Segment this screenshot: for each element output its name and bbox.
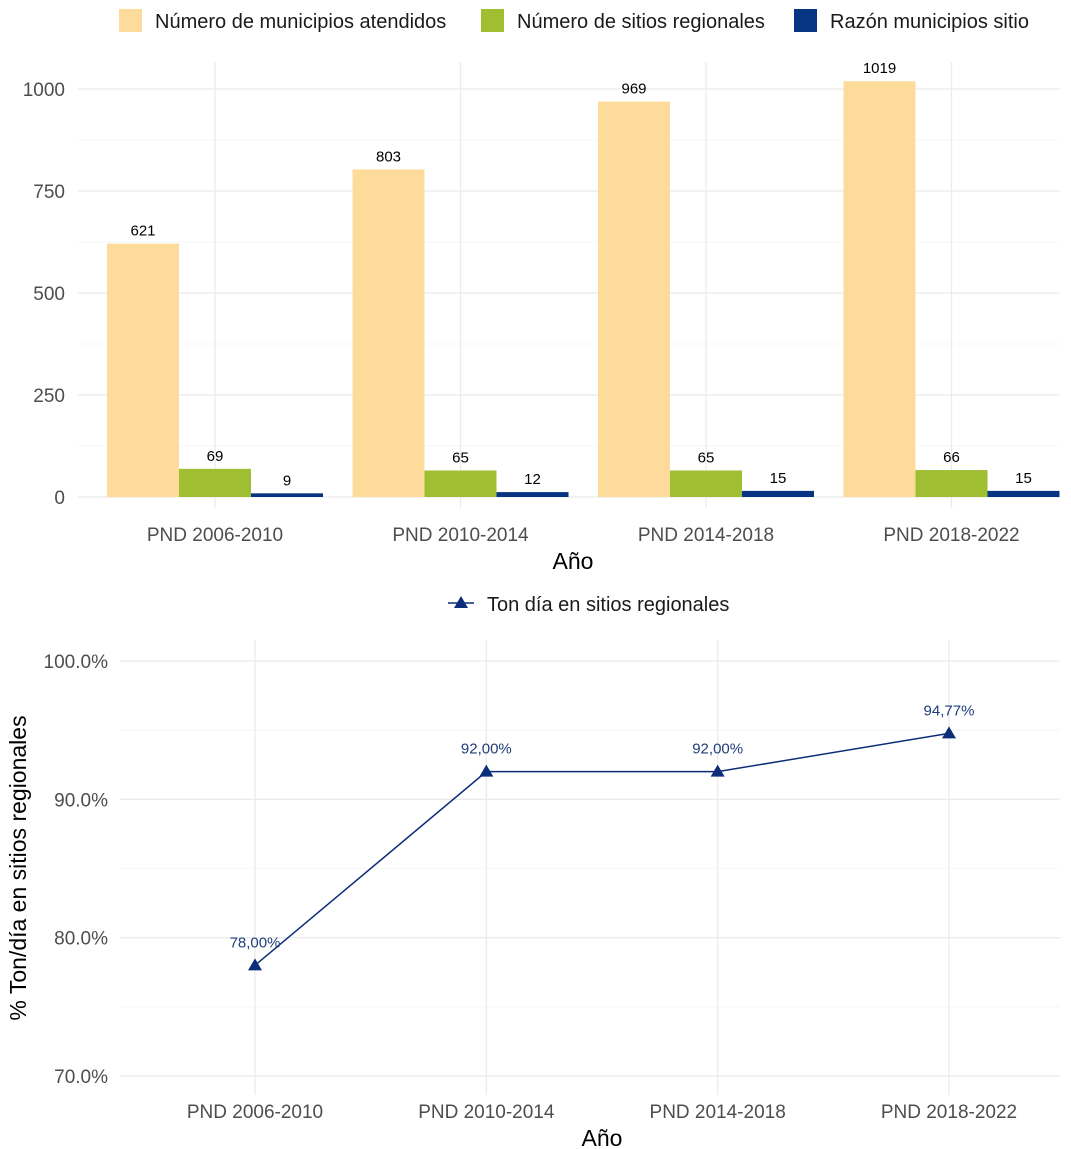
bar-chart: Número de municipios atendidos Número de …: [23, 9, 1060, 574]
bar-numero-de-sitios-regionales-pnd-2010-2014: [424, 470, 497, 497]
line-chart-y-ticks: 70.0% 80.0% 90.0% 100.0%: [44, 652, 109, 1088]
bar-chart-y-ticks: 0 250 500 750 1000: [23, 80, 65, 509]
y-tick-label: 100.0%: [44, 652, 109, 673]
bar-numero-de-sitios-regionales-pnd-2006-2010: [179, 468, 251, 497]
y-tick-label: 750: [33, 182, 65, 203]
bar-numero-de-municipios-atendidos-pnd-2010-2014: [352, 169, 425, 497]
bar-data-label: 69: [207, 448, 224, 465]
bar-chart-x-ticks: PND 2006-2010 PND 2010-2014 PND 2014-2018 P…: [147, 525, 1020, 546]
bar-data-label: 66: [943, 449, 960, 466]
line-chart: Ton día en sitios regionales 78,00% 92,00…: [5, 594, 1060, 1149]
x-tick-label: PND 2006-2010: [187, 1102, 323, 1123]
bar-chart-data-labels: 621 803 969 1019 69 65 65 66 9 12 15 15: [130, 60, 1031, 489]
bar-razon-municipios-sitio-pnd-2018-2022: [987, 490, 1060, 497]
bar-data-label: 15: [770, 470, 787, 487]
bar-data-label: 621: [130, 223, 155, 240]
y-tick-label: 70.0%: [54, 1067, 108, 1088]
bar-data-label: 1019: [863, 60, 896, 77]
bar-numero-de-municipios-atendidos-pnd-2006-2010: [107, 243, 179, 497]
bar-numero-de-sitios-regionales-pnd-2014-2018: [670, 470, 742, 497]
bar-chart-x-axis-title: Año: [553, 548, 594, 574]
bar-razon-municipios-sitio-pnd-2006-2010: [251, 493, 323, 497]
bar-numero-de-municipios-atendidos-pnd-2014-2018: [598, 101, 670, 497]
y-tick-label: 90.0%: [54, 790, 108, 811]
bar-chart-bars: [107, 81, 1060, 498]
x-tick-label: PND 2010-2014: [418, 1102, 555, 1123]
line-data-label: 92,00%: [461, 741, 512, 758]
bar-razon-municipios-sitio-pnd-2010-2014: [496, 492, 569, 497]
legend-key-razon-municipios-sitio: [794, 9, 817, 32]
bar-data-label: 15: [1015, 470, 1032, 487]
bar-chart-legend: Número de municipios atendidos Número de …: [119, 9, 1029, 33]
line-chart-grid: [120, 640, 1060, 1095]
legend-key-numero-de-municipios-atendidos: [119, 9, 142, 32]
line-chart-legend: Ton día en sitios regionales: [448, 594, 729, 616]
x-tick-label: PND 2006-2010: [147, 525, 283, 546]
legend-label-razon-municipios-sitio: Razón municipios sitio: [830, 11, 1029, 33]
y-tick-label: 0: [54, 488, 65, 509]
x-tick-label: PND 2018-2022: [881, 1102, 1017, 1123]
bar-data-label: 65: [698, 449, 715, 466]
line-path-ton-dia-en-sitios-regionales: [254, 732, 950, 966]
line-chart-x-ticks: PND 2006-2010 PND 2010-2014 PND 2014-2018 P…: [187, 1102, 1017, 1123]
legend-label-numero-de-sitios-regionales: Número de sitios regionales: [517, 11, 765, 33]
bar-razon-municipios-sitio-pnd-2014-2018: [742, 490, 814, 497]
legend-key-triangle-icon: [454, 596, 468, 608]
line-chart-y-axis-title: % Ton/día en sitios regionales: [5, 715, 31, 1020]
bar-data-label: 969: [621, 81, 646, 98]
line-chart-series: [248, 726, 956, 971]
x-tick-label: PND 2018-2022: [883, 525, 1019, 546]
bar-data-label: 9: [283, 472, 291, 489]
bar-numero-de-sitios-regionales-pnd-2018-2022: [915, 470, 988, 497]
y-tick-label: 250: [33, 386, 65, 407]
line-chart-x-axis-title: Año: [582, 1125, 623, 1149]
x-tick-label: PND 2010-2014: [392, 525, 529, 546]
y-tick-label: 80.0%: [54, 929, 108, 950]
legend-key-numero-de-sitios-regionales: [481, 9, 504, 32]
line-data-label: 94,77%: [924, 702, 975, 719]
legend-label-ton-dia-en-sitios-regionales: Ton día en sitios regionales: [487, 594, 729, 616]
y-tick-label: 500: [33, 284, 65, 305]
line-data-label: 92,00%: [692, 741, 743, 758]
legend-label-numero-de-municipios-atendidos: Número de municipios atendidos: [155, 11, 446, 33]
x-tick-label: PND 2014-2018: [650, 1102, 786, 1123]
line-data-label: 78,00%: [230, 934, 281, 951]
line-point-pnd-2006-2010: [248, 958, 262, 971]
bar-data-label: 12: [524, 471, 541, 488]
bar-data-label: 803: [376, 148, 401, 165]
line-point-pnd-2010-2014: [479, 764, 494, 777]
y-tick-label: 1000: [23, 80, 65, 101]
bar-numero-de-municipios-atendidos-pnd-2018-2022: [843, 81, 916, 498]
line-point-pnd-2018-2022: [941, 726, 956, 739]
line-point-pnd-2014-2018: [710, 764, 725, 777]
x-tick-label: PND 2014-2018: [638, 525, 774, 546]
line-chart-data-labels: 78,00% 92,00% 92,00% 94,77%: [230, 702, 975, 951]
bar-data-label: 65: [452, 449, 469, 466]
